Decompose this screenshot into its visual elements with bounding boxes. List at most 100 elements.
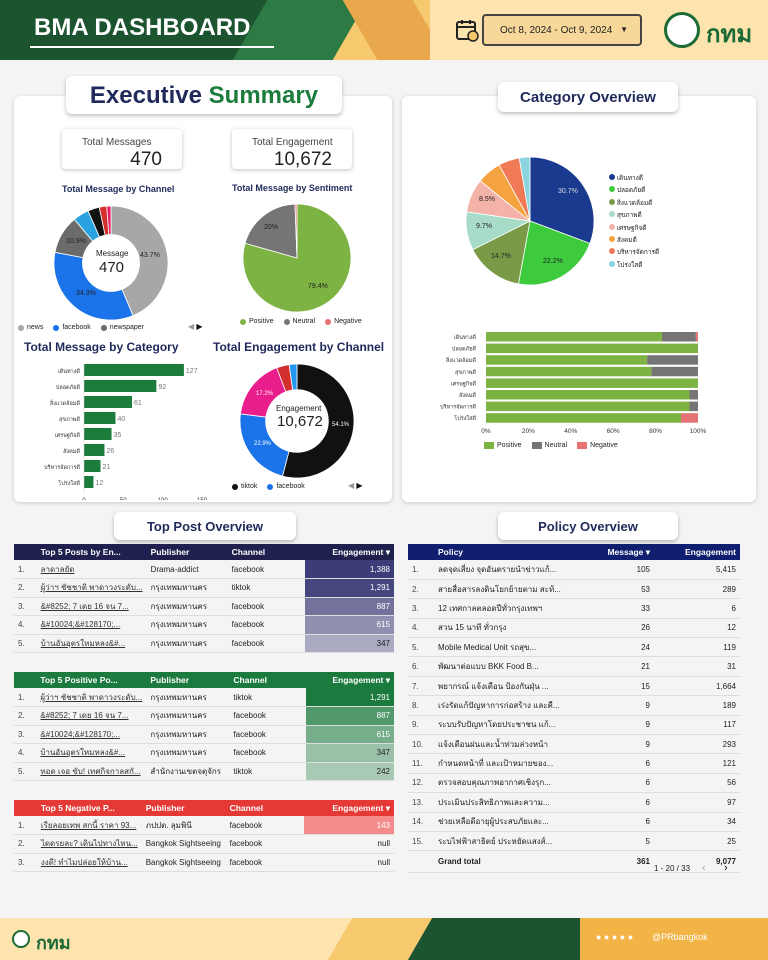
- engagement-cell: 615: [305, 615, 394, 635]
- policy-name-cell: กำหนดหน้าที่ และเป้าหมายของ...: [434, 753, 574, 774]
- message-count-cell: 6: [574, 773, 654, 794]
- x-tick-label: 20%: [522, 428, 535, 435]
- table-row[interactable]: 2. สายสื่อสารลงดินโยกย้ายตาม สะท้... 53 289: [408, 579, 740, 600]
- table-row[interactable]: 9. ระบบรับปัญหาโดยประชาชน แก้... 9 117: [408, 715, 740, 736]
- column-header[interactable]: Engagement: [684, 547, 736, 557]
- table-row[interactable]: 3. 12 เทศกาลตลอดปีทั่วกรุงเทพฯ 33 6: [408, 598, 740, 619]
- post-title-link[interactable]: &#8252; 7 เดย 16 จน 7...: [36, 706, 147, 726]
- table-row[interactable]: 15. ระบไฟฟ้าสาธิตย์ ประหยัดแสงส์... 5 25: [408, 831, 740, 852]
- message-count-cell: 9: [574, 715, 654, 736]
- stacked-bar-Positive: [486, 332, 662, 342]
- table-row[interactable]: 5. Mobile Medical Unit รถสุข... 24 119: [408, 637, 740, 658]
- table-row[interactable]: 3. งงดี! ทำไมปล่อยให้บ้าน... Bangkok Sight…: [14, 853, 394, 872]
- pie-slice-สิ่งแวดล้อมดี: [472, 220, 531, 285]
- category-tick-label: โปร่งใสดี: [58, 479, 80, 487]
- message-count-cell: 5: [574, 831, 654, 852]
- policy-overview-title: Policy Overview: [498, 512, 678, 540]
- publisher-cell: Bangkok Sightseeing: [141, 853, 226, 872]
- column-header[interactable]: Engagement ▾: [332, 546, 390, 557]
- post-title-link[interactable]: เรียลอยเทพ สกนี้ ราคา 93...: [36, 816, 142, 835]
- table-row[interactable]: 3. &#8252; 7 เดย 16 จน 7... กรุงเทพมหานคร f…: [14, 597, 394, 616]
- column-header[interactable]: Policy: [438, 547, 464, 557]
- bma-logo-text: กทม: [706, 21, 753, 48]
- next-page-icon[interactable]: ›: [724, 862, 728, 874]
- post-title-link[interactable]: งงดี! ทำไมปล่อยให้บ้าน...: [36, 853, 142, 872]
- column-header[interactable]: Channel: [233, 675, 267, 685]
- top5-negative-table: Top 5 Negative P... Publisher Channel En…: [14, 800, 394, 872]
- column-header[interactable]: Channel: [229, 803, 264, 813]
- table-row[interactable]: 1. ลาดาลยัด Drama-addict facebook 1,388: [14, 560, 394, 579]
- category-tick-label: สิ่งแวดล้อมดี: [49, 399, 80, 407]
- date-range-picker[interactable]: Oct 8, 2024 - Oct 9, 2024 ▼: [482, 14, 642, 46]
- engagement-cell: 25: [654, 831, 740, 852]
- row-index: 4.: [14, 743, 37, 763]
- table-row[interactable]: 11. กำหนดหน้าที่ และเป้าหมายของ... 6 121: [408, 753, 740, 774]
- engagement-cell: 56: [654, 773, 740, 794]
- column-header[interactable]: Publisher: [150, 547, 190, 557]
- table-row[interactable]: 13. ประเมินประสิทธิภาพและความ... 6 97: [408, 792, 740, 813]
- table-row[interactable]: 7. พยากรณ์ แจ้งเตือน ป้องกันฝุ่น ... 15 1,6…: [408, 676, 740, 697]
- prev-page-icon[interactable]: ‹: [702, 862, 706, 874]
- row-index: 2.: [14, 706, 37, 726]
- post-title-link[interactable]: ไดดรยละ? เดินไปทางไหน...: [36, 834, 142, 854]
- table-row[interactable]: 5. บ้านอันอุตรใหมหลง&#... กรุงเทพมหานคร fac…: [14, 634, 394, 653]
- bar-value-label: 61: [134, 400, 142, 407]
- category-tick-label: ปลอดภัยดี: [56, 384, 81, 391]
- column-header[interactable]: Top 5 Posts by En...: [40, 547, 121, 557]
- table-row[interactable]: 2. ผู้ว่าฯ ชัชชาติ พาดาวงระดับ... กรุงเทพม…: [14, 578, 394, 598]
- column-header[interactable]: Message ▾: [607, 546, 650, 557]
- column-header[interactable]: Publisher: [145, 803, 185, 813]
- post-title-link[interactable]: ผู้ว่าฯ ชัชชาติ พาดาวงระดับ...: [36, 688, 147, 707]
- row-index: 10.: [408, 734, 434, 755]
- publisher-cell: กรุงเทพมหานคร: [146, 725, 230, 744]
- post-title-link[interactable]: ทอด เจอ ขับ! เทศกิจกาลสกั...: [36, 762, 147, 781]
- column-header[interactable]: Publisher: [150, 675, 190, 685]
- post-title-link[interactable]: ลาดาลยัด: [36, 560, 147, 579]
- table-row[interactable]: 3. &#10024;&#128170;... กรุงเทพมหานคร faceb…: [14, 725, 394, 744]
- pie-slice-Neutral: [244, 204, 298, 259]
- table-row[interactable]: 2. &#8252; 7 เดย 16 จน 7... กรุงเทพมหานคร f…: [14, 706, 394, 726]
- table-row[interactable]: 1. ลดจุดเสี่ยง จุดอันตรายนำข่าวแก้... 105 5…: [408, 560, 740, 580]
- message-count-cell: 105: [574, 560, 654, 580]
- post-title-link[interactable]: บ้านอันอุตรใหมหลง&#...: [36, 743, 147, 763]
- table-row[interactable]: 4. &#10024;&#128170;... กรุงเทพมหานคร faceb…: [14, 615, 394, 635]
- table-row[interactable]: 4. บ้านอันอุตรใหมหลง&#... กรุงเทพมหานคร fac…: [14, 743, 394, 763]
- table-row[interactable]: 12. ตรวจสอบคุณภาพอากาศเชิงรุก... 6 56: [408, 773, 740, 794]
- table-row[interactable]: 5. ทอด เจอ ขับ! เทศกิจกาลสกั... สำนักงานเข…: [14, 762, 394, 781]
- column-header[interactable]: Engagement ▾: [332, 802, 390, 813]
- post-title-link[interactable]: &#10024;&#128170;...: [36, 725, 147, 744]
- post-title-link[interactable]: บ้านอันอุตรใหมหลง&#...: [36, 634, 147, 653]
- column-header[interactable]: Top 5 Positive Po...: [40, 675, 118, 685]
- row-index: 1.: [14, 560, 37, 579]
- pie-slice-other3: [288, 364, 298, 391]
- table-row[interactable]: 6. พัฒนาต่อแบบ BKK Food B... 21 31: [408, 656, 740, 677]
- slice-label: 20%: [264, 224, 279, 231]
- table-row[interactable]: 14. ช่วยเหลือดีอายุผู้ประสบภัยและ... 6 34: [408, 812, 740, 832]
- engagement-cell: 289: [654, 579, 740, 600]
- engagement-cell: 34: [654, 812, 740, 832]
- channel-cell: facebook: [225, 853, 305, 872]
- table-row[interactable]: 4. สวน 15 นาที ทั่วกรุง 26 12: [408, 618, 740, 639]
- slice-label: 10.9%: [66, 238, 86, 245]
- post-title-link[interactable]: &#10024;&#128170;...: [36, 615, 147, 635]
- pie-slice-other4: [106, 206, 112, 236]
- policy-name-cell: สายสื่อสารลงดินโยกย้ายตาม สะท้...: [434, 579, 574, 600]
- category-tick-label: เศรษฐกิจดี: [451, 380, 477, 387]
- table-row[interactable]: 10. แจ้งเตือนฝนและน้ำท่วมล่วงหน้า 9 293: [408, 734, 740, 755]
- engagement-donut-chart: [240, 364, 354, 478]
- legend-pager-icon[interactable]: ◀ ▶: [188, 322, 203, 331]
- table-row[interactable]: 8. เร่งรัดแก้ปัญหาการก่อสร้าง และคื... 9 18…: [408, 695, 740, 716]
- post-title-link[interactable]: &#8252; 7 เดย 16 จน 7...: [36, 597, 147, 616]
- legend-pager-icon[interactable]: ◀ ▶: [348, 481, 363, 490]
- engagement-cell: 293: [654, 734, 740, 755]
- column-header[interactable]: Top 5 Negative P...: [40, 803, 115, 813]
- channel-cell: facebook: [225, 834, 305, 854]
- table-row[interactable]: 1. ผู้ว่าฯ ชัชชาติ พาดาวงระดับ... กรุงเทพม…: [14, 688, 394, 707]
- column-header[interactable]: Engagement ▾: [332, 674, 390, 685]
- post-title-link[interactable]: ผู้ว่าฯ ชัชชาติ พาดาวงระดับ...: [36, 578, 147, 598]
- table-row[interactable]: 1. เรียลอยเทพ สกนี้ ราคา 93... ภปปต. ลุมพิ…: [14, 816, 394, 835]
- table-row[interactable]: 2. ไดดรยละ? เดินไปทางไหน... Bangkok Sights…: [14, 834, 394, 854]
- footer-bar: กทม ● ● ● ● ● @PRbangkok: [0, 918, 768, 960]
- column-header[interactable]: Channel: [231, 547, 266, 557]
- social-icons: ● ● ● ● ●: [596, 932, 634, 942]
